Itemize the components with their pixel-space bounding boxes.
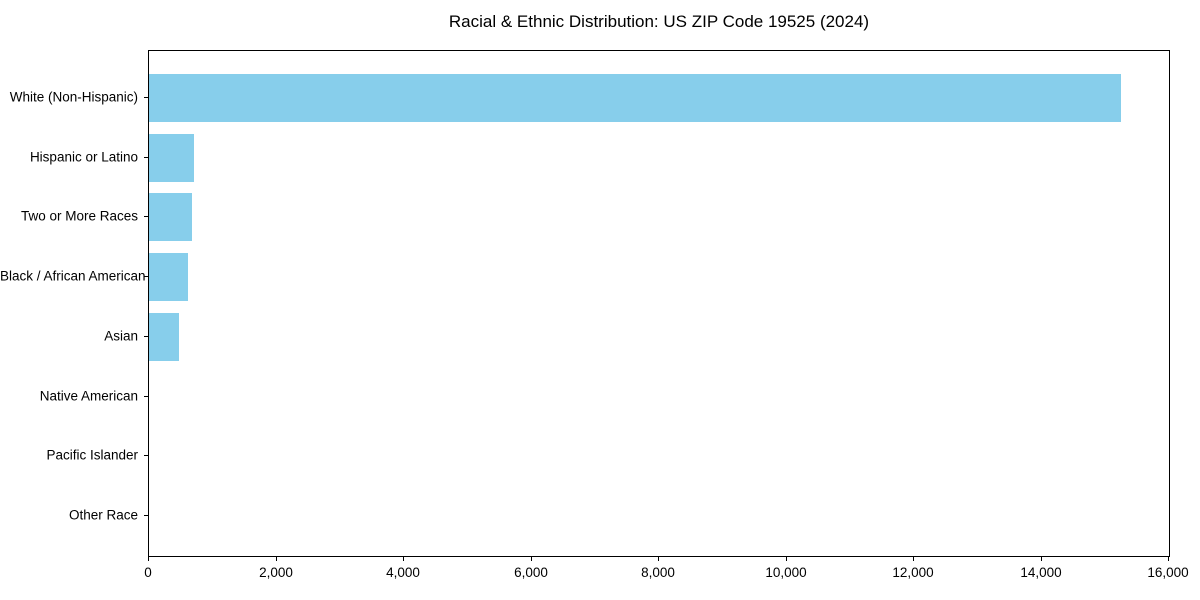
x-tick-mark <box>276 557 277 561</box>
x-tick-label: 4,000 <box>386 565 420 580</box>
x-tick-mark <box>658 557 659 561</box>
y-tick-mark <box>144 515 148 516</box>
x-tick-label: 10,000 <box>765 565 807 580</box>
y-tick-label: Native American <box>39 388 138 404</box>
x-tick-mark <box>148 557 149 561</box>
y-tick-label: Asian <box>104 328 138 344</box>
y-tick-label: Black / African American <box>0 268 146 284</box>
x-tick-mark <box>403 557 404 561</box>
bar <box>149 193 192 242</box>
x-tick-label: 2,000 <box>259 565 293 580</box>
y-tick-label: Two or More Races <box>20 208 138 224</box>
x-tick-label: 6,000 <box>514 565 548 580</box>
chart-title: Racial & Ethnic Distribution: US ZIP Cod… <box>448 12 870 31</box>
y-tick-label: Other Race <box>68 507 138 523</box>
x-tick-mark <box>1168 557 1169 561</box>
y-tick-label: White (Non-Hispanic) <box>9 89 138 105</box>
x-tick-mark <box>786 557 787 561</box>
x-tick-label: 14,000 <box>1020 565 1062 580</box>
y-tick-label: Hispanic or Latino <box>29 149 138 165</box>
x-tick-label: 12,000 <box>892 565 934 580</box>
bar <box>149 133 194 182</box>
x-tick-label: 16,000 <box>1147 565 1189 580</box>
bar <box>149 253 188 302</box>
y-tick-mark <box>144 276 148 277</box>
plot-area <box>148 50 1170 557</box>
y-tick-mark <box>144 157 148 158</box>
y-tick-mark <box>144 455 148 456</box>
y-tick-mark <box>144 97 148 98</box>
y-tick-label: Pacific Islander <box>46 447 138 463</box>
x-tick-mark <box>913 557 914 561</box>
y-tick-mark <box>144 396 148 397</box>
x-tick-label: 0 <box>144 565 152 580</box>
y-tick-mark <box>144 216 148 217</box>
x-tick-label: 8,000 <box>641 565 675 580</box>
bar <box>149 312 179 361</box>
y-tick-mark <box>144 336 148 337</box>
x-tick-mark <box>1041 557 1042 561</box>
bar <box>149 74 1121 122</box>
x-tick-mark <box>531 557 532 561</box>
